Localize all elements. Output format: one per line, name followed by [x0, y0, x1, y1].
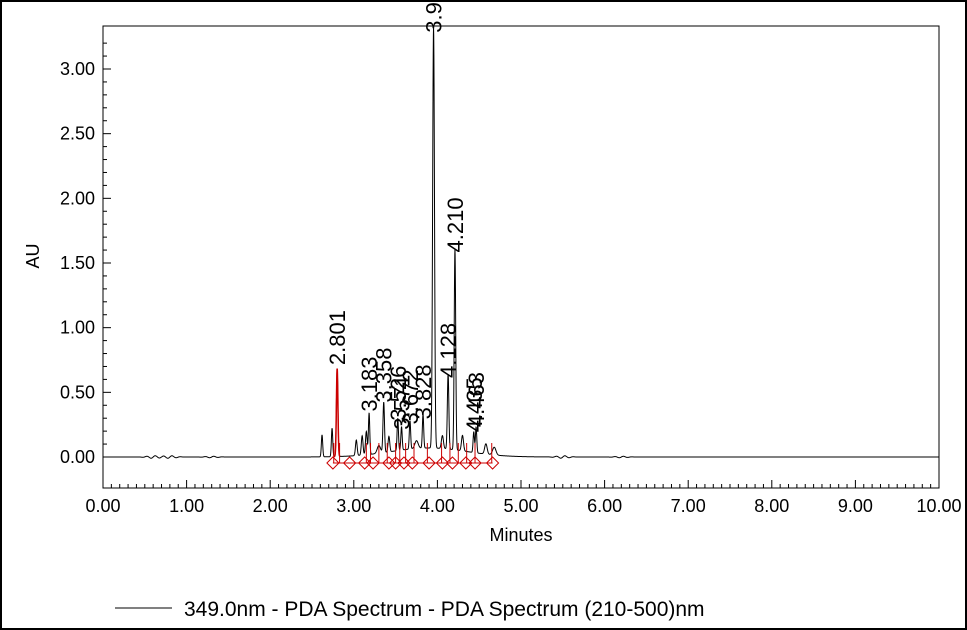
peak-label: 2.801 [325, 310, 350, 365]
x-tick-label: 5.00 [503, 496, 538, 516]
integration-diamond [445, 456, 460, 470]
integration-diamond [326, 456, 340, 470]
peak-label: 4.210 [443, 197, 468, 252]
y-tick-label: 1.50 [60, 253, 95, 273]
peak-label: 4.463 [464, 372, 489, 427]
x-tick-label: 9.00 [838, 496, 873, 516]
peak-label: 3.358 [372, 348, 397, 403]
y-tick-label: 0.50 [60, 382, 95, 402]
y-axis-title: AU [23, 243, 43, 268]
peak-label: 4.128 [436, 323, 461, 378]
legend-entry: 349.0nm - PDA Spectrum - PDA Spectrum (2… [184, 598, 705, 621]
peak-label: 4.435 [462, 377, 487, 432]
integration-diamond [405, 456, 420, 470]
integration-diamond [468, 456, 482, 470]
x-tick-label: 2.00 [253, 496, 288, 516]
legend: 349.0nm - PDA Spectrum - PDA Spectrum (2… [115, 598, 705, 621]
y-tick-label: 2.00 [60, 188, 95, 208]
x-tick-label: 7.00 [671, 496, 706, 516]
x-tick-label: 4.00 [420, 496, 455, 516]
x-tick-label: 6.00 [587, 496, 622, 516]
integration-diamond [382, 456, 396, 470]
series-line [103, 27, 939, 459]
plot-area [102, 25, 940, 489]
axis-ticks [102, 42, 940, 488]
y-tick-labels: 0.00 0.50 1.00 1.50 2.00 2.50 3.00 [60, 59, 95, 467]
integration-diamond [435, 456, 450, 470]
x-tick-label: 8.00 [754, 496, 789, 516]
y-tick-label: 0.00 [60, 447, 95, 467]
x-tick-label: 10.00 [916, 496, 961, 516]
x-tick-label: 3.00 [336, 496, 371, 516]
peak-label: 3.526 [386, 366, 411, 421]
peak-label: 3.672 [398, 369, 423, 424]
integration-diamond [485, 456, 500, 470]
integration-diamond [342, 456, 357, 470]
peak-label: 3.954 [422, 0, 447, 33]
y-tick-label: 1.00 [60, 318, 95, 338]
integration-diamond [422, 456, 436, 470]
integration-markers [326, 443, 500, 470]
peak-label: 3.571 [390, 375, 415, 430]
signal-layer [103, 27, 939, 459]
y-tick-label: 3.00 [60, 59, 95, 79]
x-tick-label: 1.00 [169, 496, 204, 516]
x-tick-label: 0.00 [85, 496, 120, 516]
peak-label: 3.183 [357, 357, 382, 412]
integration-diamond [366, 456, 380, 470]
y-tick-label: 2.50 [60, 124, 95, 144]
x-axis-title: Minutes [489, 525, 552, 545]
integration-diamond [459, 456, 473, 470]
peak-label: 3.828 [411, 364, 436, 419]
x-tick-labels: 0.00 1.00 2.00 3.00 4.00 5.00 6.00 7.00 8.00 9.00… [85, 496, 961, 516]
